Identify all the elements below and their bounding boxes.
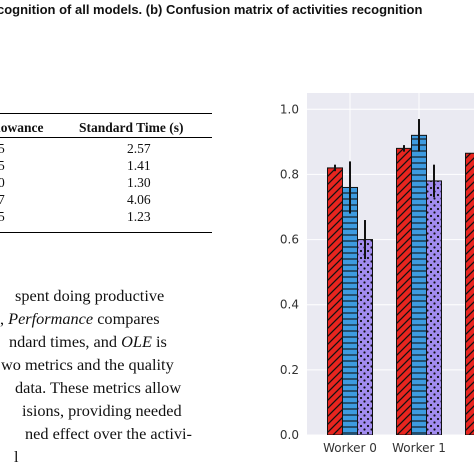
text-run: ned effect over the activi- [25,424,192,443]
table-cell-allowance: 7 [0,192,5,207]
table-rule-header [0,137,212,138]
italic-term: OLE [121,332,152,351]
bar [342,186,358,435]
x-tick-label: Worker 0 [323,441,377,455]
x-tick-label: Worker 1 [392,441,446,455]
body-paragraph: spent doing productive, Performance comp… [0,284,215,468]
text-run: , [0,309,9,328]
y-tick-label: 0.8 [280,167,299,181]
table-cell-allowance: 0 [0,175,5,190]
text-run: data. These metrics allow [15,378,182,397]
y-tick-label: 0.2 [280,363,299,377]
table-header-allowance: lowance [0,120,44,135]
bar [357,239,373,435]
text-line: isions, providing needed [22,399,237,422]
text-line: , Performance compares [0,307,215,330]
y-tick-label: 1.0 [280,102,299,116]
text-run: wo metrics and the quality [1,355,174,374]
table-cell-standard-time: 1.41 [127,158,151,173]
text-line: l [14,445,229,468]
y-tick-label: 0.6 [280,233,299,247]
figure-caption: cognition of all models. (b) Confusion m… [0,0,474,26]
table-cell-standard-time: 4.06 [127,192,151,207]
text-run: spent doing productive [15,286,165,305]
text-run: compares [93,309,160,328]
italic-term: Performance [8,309,94,328]
text-run: isions, providing needed [22,401,182,420]
text-line: wo metrics and the quality [1,353,216,376]
y-tick-label: 0.4 [280,298,299,312]
bar [327,167,343,435]
table-cell-standard-time: 1.23 [127,209,151,224]
table-cell-allowance: 5 [0,141,5,156]
y-tick-label: 0.0 [280,428,299,442]
text-run: ndard times, and [9,332,122,351]
text-line: data. These metrics allow [15,376,230,399]
table-cell-allowance: 5 [0,158,5,173]
bar [426,180,442,435]
text-run: l [14,447,19,466]
bar [465,152,474,435]
table-rule-top [0,113,212,114]
table-cell-allowance: 5 [0,209,5,224]
bar [411,134,427,435]
text-line: spent doing productive [15,284,230,307]
text-line: ndard times, and OLE is [9,330,224,353]
caption-text: cognition of all models. (b) Confusion m… [0,2,423,17]
text-line: ned effect over the activi- [25,422,240,445]
text-run: is [151,332,167,351]
bar [396,147,412,435]
table-cell-standard-time: 2.57 [127,141,151,156]
table-rule-bottom [0,232,212,233]
table-cell-standard-time: 1.30 [127,175,151,190]
table-header-standard-time: Standard Time (s) [79,120,184,135]
